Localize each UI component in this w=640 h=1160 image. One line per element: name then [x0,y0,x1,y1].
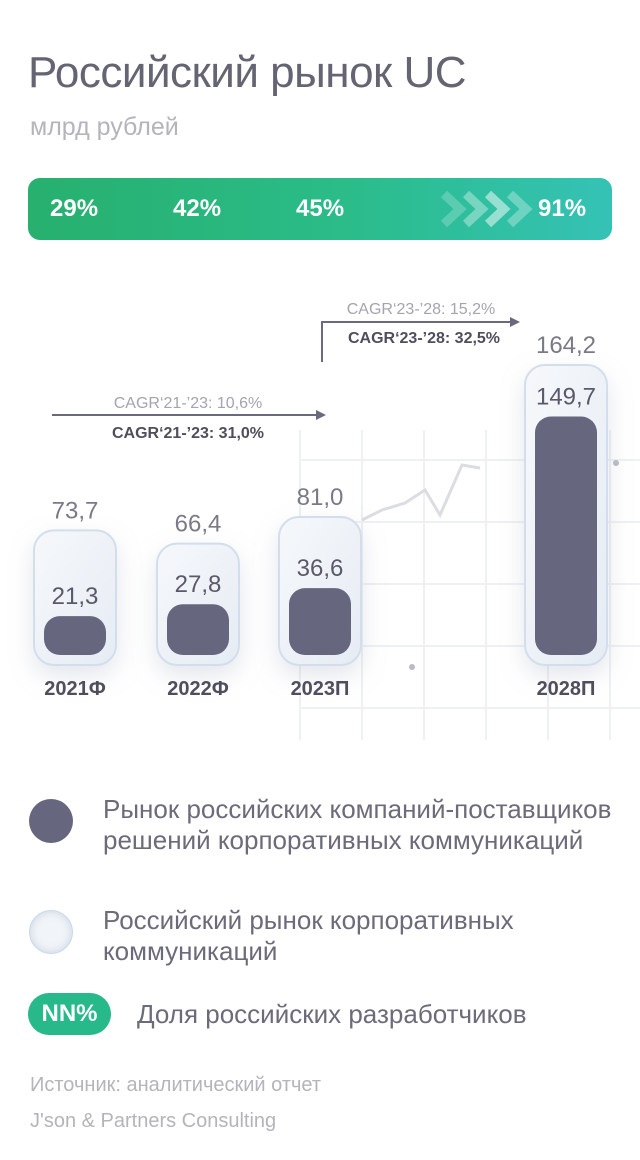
decorative-trend-line [361,463,481,522]
x-tick-2028П: 2028П [537,678,596,700]
cagr-23-28-total-label: CAGR‘23-’28: 15,2% [347,301,496,318]
uc-market-chart: CAGR‘21-’23: 10,6% CAGR‘21-’23: 31,0% CAGR… [33,301,640,740]
bar-russian-2028П [535,416,597,655]
cagr-21-23-arrow-head [316,410,326,420]
label-total-2028П: 164,2 [536,332,596,359]
legend-share-badge: NN% [28,993,111,1035]
page-title: Российский рынок UC [28,48,467,97]
cagr-23-28-russian-label: CAGR‘23-’28: 32,5% [348,330,500,347]
cagr-21-23-total-label: CAGR‘21-’23: 10,6% [114,395,263,412]
cagr-21-23-russian-label: CAGR‘21-’23: 31,0% [112,425,264,442]
label-total-2023П: 81,0 [297,484,344,511]
label-russian-2023П: 36,6 [297,555,344,582]
legend-share-label: Доля российских разработчиков [137,999,527,1029]
share-bar: 29% 42% 45% 91% [28,178,612,240]
share-value-2022: 42% [173,195,222,222]
label-total-2021Ф: 73,7 [52,497,99,524]
legend-total-market-swatch [29,910,73,954]
label-russian-2022Ф: 27,8 [175,571,222,598]
bars [33,364,608,667]
grid-dot [613,460,619,466]
cagr-arrows: CAGR‘21-’23: 10,6% CAGR‘21-’23: 31,0% CAGR… [52,301,520,442]
label-russian-2028П: 149,7 [536,383,596,410]
bar-russian-2021Ф [44,616,106,655]
cagr-23-28-arrow-line [321,321,512,362]
legend-russian-vendors-label: Рынок российских компаний-поставщиков ре… [103,794,612,855]
page-subtitle: млрд рублей [30,113,179,141]
share-value-2028: 91% [538,195,587,222]
share-value-2023: 45% [296,195,345,222]
x-tick-2021Ф: 2021Ф [44,678,106,700]
bar-russian-2022Ф [167,604,229,655]
legend-total-market-label: Российский рынок корпоративных коммуника… [103,905,514,966]
x-tick-2023П: 2023П [291,678,350,700]
source-line-2: J'son & Partners Consulting [30,1110,277,1132]
bar-russian-2023П [289,588,351,655]
x-tick-2022Ф: 2022Ф [167,678,229,700]
bar-labels: 73,7 21,3 2021Ф 66,4 27,8 2022Ф 81,0 36,6 2023П 1… [44,332,596,700]
grid-dot [409,664,415,670]
chevrons-icon [440,190,533,228]
source-line-1: Источник: аналитический отчет [30,1074,322,1096]
share-value-2021: 29% [50,195,99,222]
legend-russian-vendors-swatch [29,799,73,843]
label-russian-2021Ф: 21,3 [52,583,99,610]
label-total-2022Ф: 66,4 [175,511,222,538]
cagr-23-28-arrow-head [510,317,520,327]
